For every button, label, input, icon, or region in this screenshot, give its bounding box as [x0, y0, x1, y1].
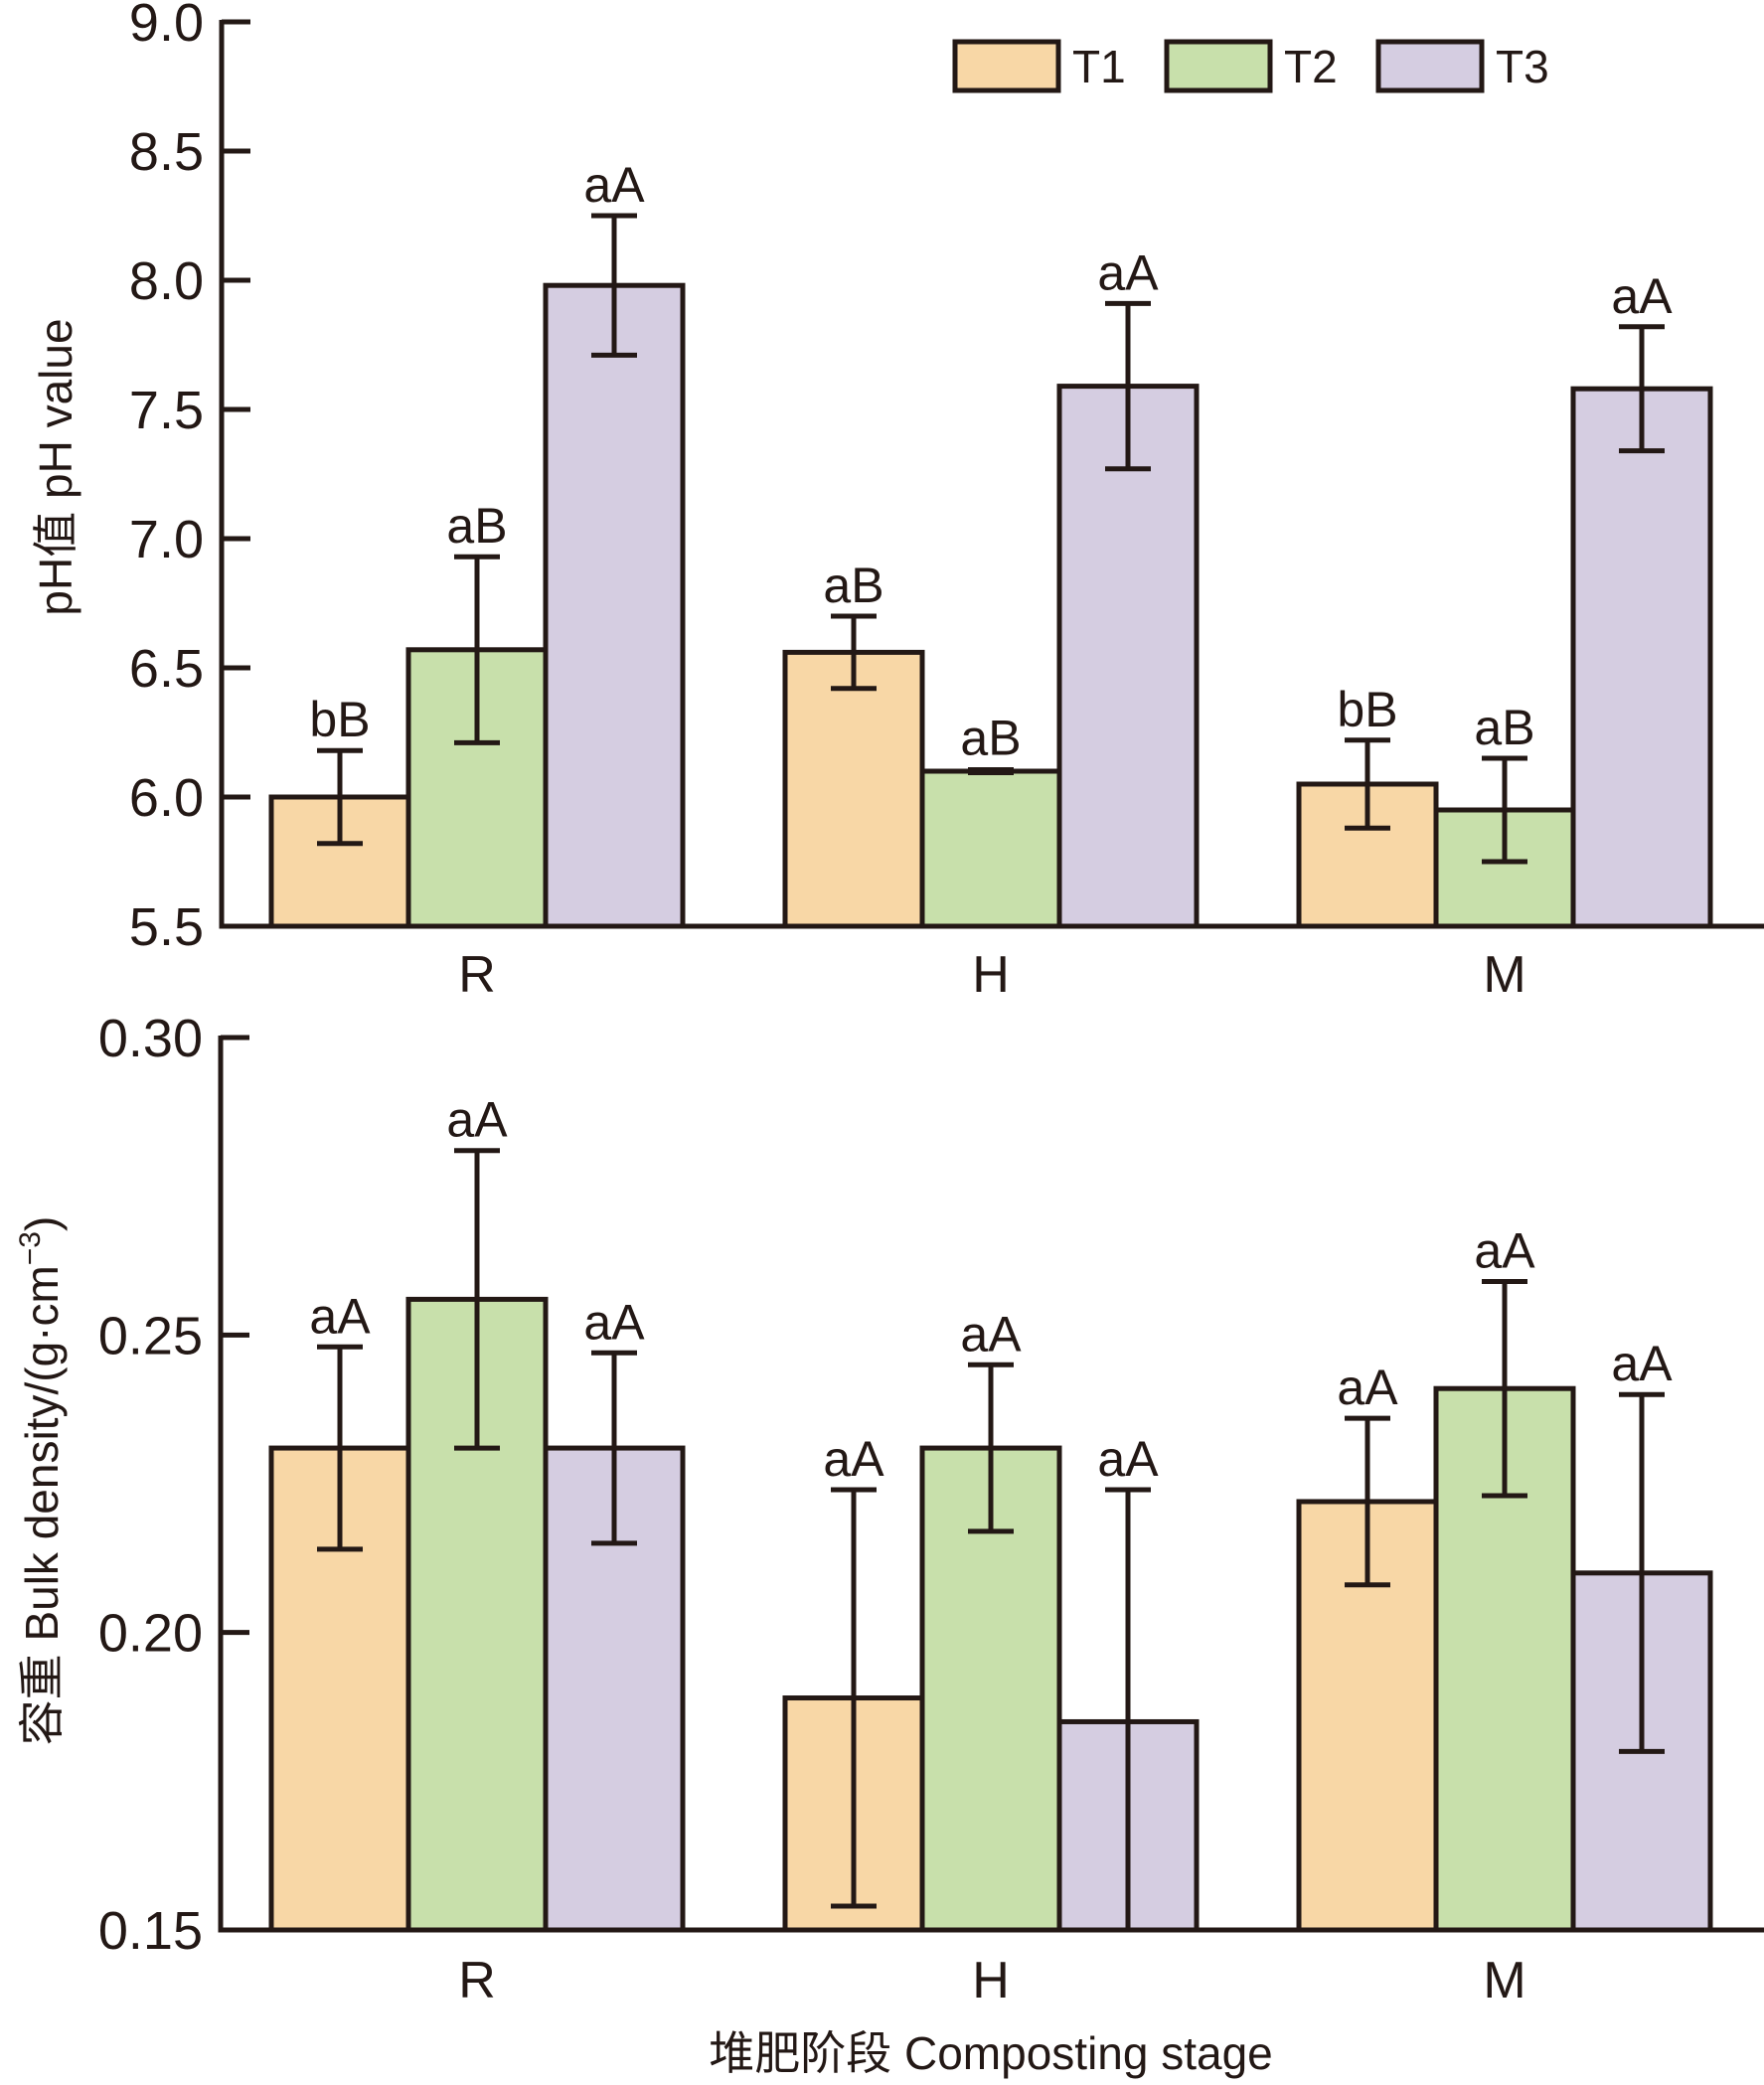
ph-bars	[268, 282, 1713, 929]
ph-y-tick-label: 7.0	[129, 510, 204, 569]
ph-bar-h-t1	[782, 649, 925, 929]
bulk-density-y-axis-title-main: 容重 Bulk density/(g·cm	[16, 1265, 68, 1745]
ph-x-category-label: H	[972, 946, 1010, 1004]
ph-y-tick-label: 6.0	[129, 768, 204, 828]
bulk-density-x-category-label: R	[458, 1952, 496, 2009]
legend-item-t1: T1	[952, 39, 1126, 93]
ph-y-axis-title: pH值 pH value	[30, 318, 81, 615]
ph-axes	[219, 20, 1764, 929]
ph-y-ticks: 5.5 6.0 6.5 7.0 7.5 8.0 8.5 9.0	[129, 0, 250, 957]
ph-error-bar-r-t1	[317, 747, 363, 847]
ph-sig-label-m-t1: bB	[1337, 682, 1397, 737]
bulk-density-y-axis-title: 容重 Bulk density/(g·cm−3)	[14, 1216, 68, 1746]
bulk-density-y-axis-title-end: )	[16, 1216, 68, 1231]
ph-sig-label-m-t3: aA	[1611, 268, 1673, 324]
legend: T1 T2 T3	[952, 39, 1549, 93]
bulk-density-axes	[218, 1036, 1764, 1933]
bulk-density-y-tick-label: 0.30	[98, 1009, 203, 1068]
bulk-density-error-bar-m-t1	[1345, 1415, 1390, 1588]
ph-significance-labels: bB aB bB aB aB aB aA aA aA	[309, 157, 1673, 765]
bulk-density-sig-label-h-t2: aA	[960, 1306, 1022, 1362]
bulk-density-error-bar-h-t2	[968, 1362, 1014, 1534]
ph-y-tick-label: 7.5	[129, 381, 204, 440]
bulk-density-sig-label-h-t3: aA	[1097, 1431, 1159, 1487]
legend-swatch	[1375, 39, 1485, 93]
bulk-density-y-tick-label: 0.25	[98, 1306, 203, 1365]
ph-x-category-label: M	[1483, 946, 1525, 1004]
ph-sig-label-h-t1: aB	[823, 558, 883, 613]
ph-y-tick-label: 8.0	[129, 251, 204, 311]
bulk-density-error-bar-h-t3	[1105, 1487, 1151, 1930]
bulk-density-y-ticks: 0.15 0.20 0.25 0.30	[98, 1009, 249, 1961]
ph-error-bar-h-t2	[968, 767, 1014, 775]
legend-swatch	[952, 39, 1061, 93]
legend-item-t2: T2	[1164, 39, 1338, 93]
ph-sig-label-h-t2: aB	[960, 710, 1021, 765]
legend-label: T1	[1072, 41, 1126, 92]
ph-error-bar-m-t1	[1345, 737, 1390, 831]
bulk-density-error-bar-r-t1	[317, 1344, 363, 1552]
x-axis-title: 堆肥阶段 Composting stage	[709, 2027, 1273, 2079]
legend-label: T2	[1284, 41, 1338, 92]
bulk-density-error-bar-r-t2	[454, 1148, 500, 1451]
bulk-density-y-axis-title-sup: −3	[14, 1231, 47, 1265]
bulk-density-error-bar-h-t1	[831, 1487, 877, 1909]
ph-sig-label-r-t2: aB	[446, 498, 507, 554]
ph-sig-label-r-t3: aA	[583, 157, 645, 213]
bulk-density-y-tick-label: 0.15	[98, 1901, 203, 1961]
ph-x-category-label: R	[458, 946, 496, 1004]
ph-error-bar-m-t3	[1619, 324, 1665, 454]
bulk-density-x-category-label: M	[1483, 1952, 1525, 2009]
bulk-density-significance-labels: aA aA aA aA aA aA aA aA aA	[309, 1092, 1673, 1487]
legend-swatch	[1164, 39, 1273, 93]
ph-sig-label-h-t3: aA	[1097, 244, 1159, 300]
bulk-density-error-bar-m-t3	[1619, 1391, 1665, 1754]
ph-sig-label-r-t1: bB	[309, 692, 370, 747]
ph-error-bar-h-t3	[1105, 300, 1151, 472]
legend-label: T3	[1496, 41, 1549, 92]
legend-item-t3: T3	[1375, 39, 1549, 93]
ph-y-tick-label: 6.5	[129, 639, 204, 699]
ph-y-tick-label: 9.0	[129, 0, 204, 53]
ph-bar-h-t2	[919, 768, 1062, 929]
bulk-density-x-category-label: H	[972, 1952, 1010, 2009]
bulk-density-y-tick-label: 0.20	[98, 1604, 203, 1664]
bulk-density-sig-label-h-t1: aA	[823, 1431, 884, 1487]
ph-error-bar-r-t2	[454, 554, 500, 745]
ph-error-bar-h-t1	[831, 613, 877, 692]
bulk-density-sig-label-r-t2: aA	[446, 1092, 508, 1148]
ph-sig-label-m-t2: aB	[1474, 700, 1534, 755]
ph-error-bar-m-t2	[1482, 755, 1527, 865]
ph-y-tick-label: 5.5	[129, 897, 204, 957]
bulk-density-sig-label-m-t2: aA	[1474, 1222, 1535, 1278]
bulk-density-error-bars	[317, 1148, 1665, 1930]
bulk-density-error-bar-r-t3	[591, 1350, 637, 1546]
bulk-density-sig-label-r-t3: aA	[583, 1294, 645, 1350]
bulk-density-sig-label-m-t1: aA	[1337, 1360, 1398, 1415]
ph-y-tick-label: 8.5	[129, 122, 204, 182]
ph-bar-m-t3	[1570, 386, 1713, 929]
bulk-density-error-bar-m-t2	[1482, 1278, 1527, 1499]
ph-chart-panel: bB aB bB aB aB aB aA aA aA 5.5 6.0 6.5 7.0 7.5 8.0 8.5…	[30, 0, 1764, 1004]
ph-bar-r-t3	[543, 282, 686, 929]
bulk-density-sig-label-r-t1: aA	[309, 1288, 371, 1344]
bulk-density-sig-label-m-t3: aA	[1611, 1336, 1673, 1391]
ph-error-bars	[317, 213, 1665, 865]
ph-error-bar-r-t3	[591, 213, 637, 358]
